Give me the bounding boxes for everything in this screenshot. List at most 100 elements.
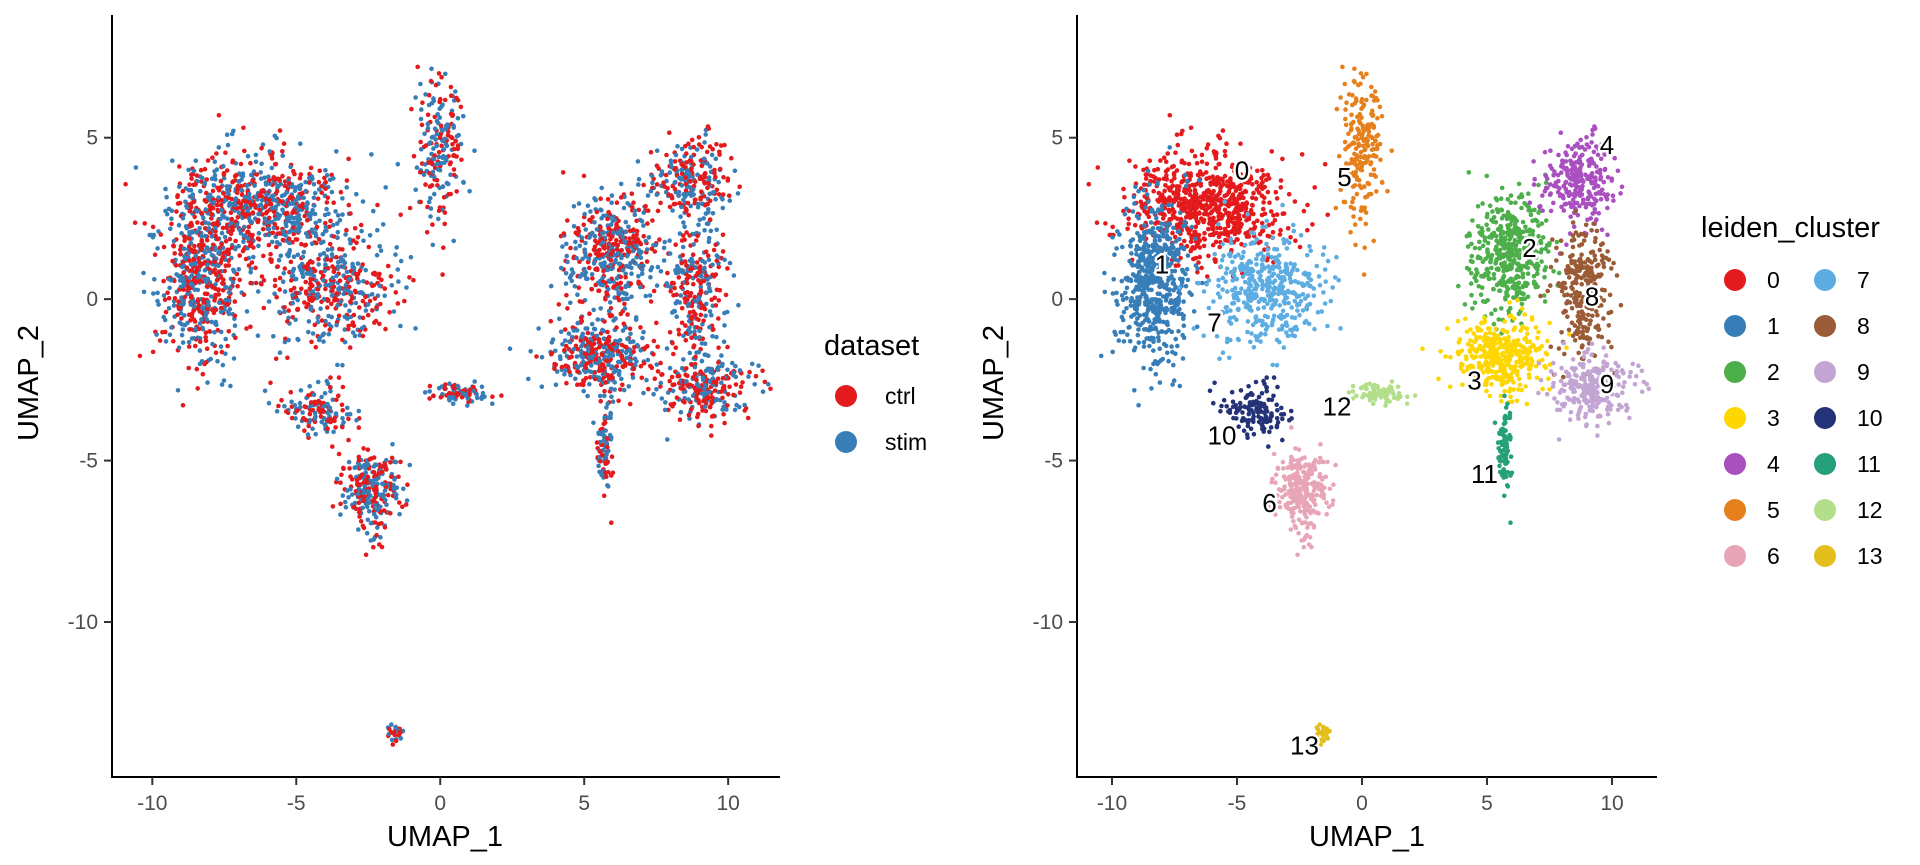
cell-point (427, 389, 433, 394)
cell-point (315, 379, 321, 385)
cell-point (1277, 232, 1283, 237)
cell-point (397, 511, 402, 517)
cell-point (641, 182, 646, 188)
cell-point (164, 194, 169, 200)
cell-point (356, 280, 361, 285)
cell-point (207, 203, 213, 209)
cell-point (1251, 220, 1257, 226)
cell-point (681, 220, 686, 225)
cell-point (702, 260, 708, 265)
cell-point (550, 337, 556, 342)
cell-point (605, 329, 610, 335)
cell-point (187, 236, 192, 241)
cell-point (333, 209, 338, 214)
cell-point (711, 379, 716, 385)
cell-point (578, 363, 584, 368)
cell-point (311, 392, 317, 398)
cell-point (216, 300, 222, 306)
cell-point (177, 164, 182, 169)
cell-point (611, 341, 616, 347)
cell-point (363, 308, 369, 313)
cell-point (276, 257, 282, 263)
cell-point (1191, 256, 1196, 262)
cell-point (614, 276, 620, 281)
cell-point (210, 269, 216, 274)
cell-point (210, 155, 215, 160)
cell-point (539, 354, 545, 360)
cell-point (191, 299, 196, 304)
cell-point (358, 222, 364, 228)
cell-point (428, 78, 434, 84)
cell-point (713, 156, 719, 162)
cell-point (216, 292, 222, 297)
cell-point (673, 345, 679, 351)
cell-point (331, 429, 336, 435)
cell-point (596, 463, 601, 469)
cell-point (352, 226, 358, 231)
cell-point (298, 263, 303, 269)
cell-point (252, 183, 257, 188)
cell-point (666, 192, 672, 197)
cell-point (716, 316, 721, 321)
cell-point (345, 405, 350, 411)
cell-point (1171, 225, 1176, 231)
cell-point (155, 298, 160, 304)
cell-point (372, 462, 378, 468)
cell-point (253, 194, 259, 200)
cell-point (684, 151, 689, 156)
cell-point (286, 337, 291, 343)
cell-point (685, 383, 690, 388)
cell-point (187, 182, 192, 187)
cell-point (625, 336, 630, 342)
cell-point (303, 404, 309, 410)
cell-point (645, 208, 651, 213)
cell-point (347, 345, 353, 350)
cell-point (580, 256, 585, 262)
cell-point (606, 209, 611, 215)
cell-point (431, 393, 436, 399)
cell-point (1202, 207, 1208, 213)
cell-point (705, 253, 711, 258)
cell-point (444, 158, 449, 163)
cell-point (1218, 211, 1223, 217)
cell-point (342, 314, 348, 320)
cell-point (1169, 344, 1174, 349)
cell-point (1222, 149, 1228, 154)
cell-point (322, 212, 328, 218)
cell-point (262, 388, 268, 394)
cell-point (588, 355, 593, 360)
cell-point (1164, 177, 1170, 182)
cell-point (274, 409, 280, 414)
cell-point (422, 390, 428, 395)
cell-point (249, 172, 254, 178)
cell-point (704, 273, 709, 278)
cell-point (685, 373, 690, 379)
cell-point (619, 342, 625, 348)
cell-point (648, 363, 653, 369)
cell-point (627, 228, 633, 234)
cell-point (1149, 386, 1154, 391)
cell-point (298, 172, 304, 177)
cell-point (317, 168, 323, 174)
cell-point (1278, 185, 1284, 190)
cell-point (1132, 201, 1137, 206)
cell-point (398, 459, 403, 465)
cell-point (334, 221, 340, 226)
cell-point (479, 396, 484, 402)
cell-point (366, 500, 372, 506)
cell-point (440, 272, 445, 277)
cell-point (181, 246, 187, 252)
cell-point (1203, 192, 1208, 197)
cell-point (698, 301, 703, 306)
legend-title: dataset (824, 330, 919, 362)
cell-point (1192, 229, 1198, 235)
cell-point (327, 385, 333, 390)
cell-point (620, 290, 626, 296)
cell-point (1155, 166, 1161, 172)
cell-point (593, 238, 598, 244)
cell-point (581, 388, 586, 394)
cell-point (141, 289, 147, 295)
cell-point (580, 299, 585, 305)
cell-point (609, 454, 615, 460)
cell-point (383, 326, 388, 332)
